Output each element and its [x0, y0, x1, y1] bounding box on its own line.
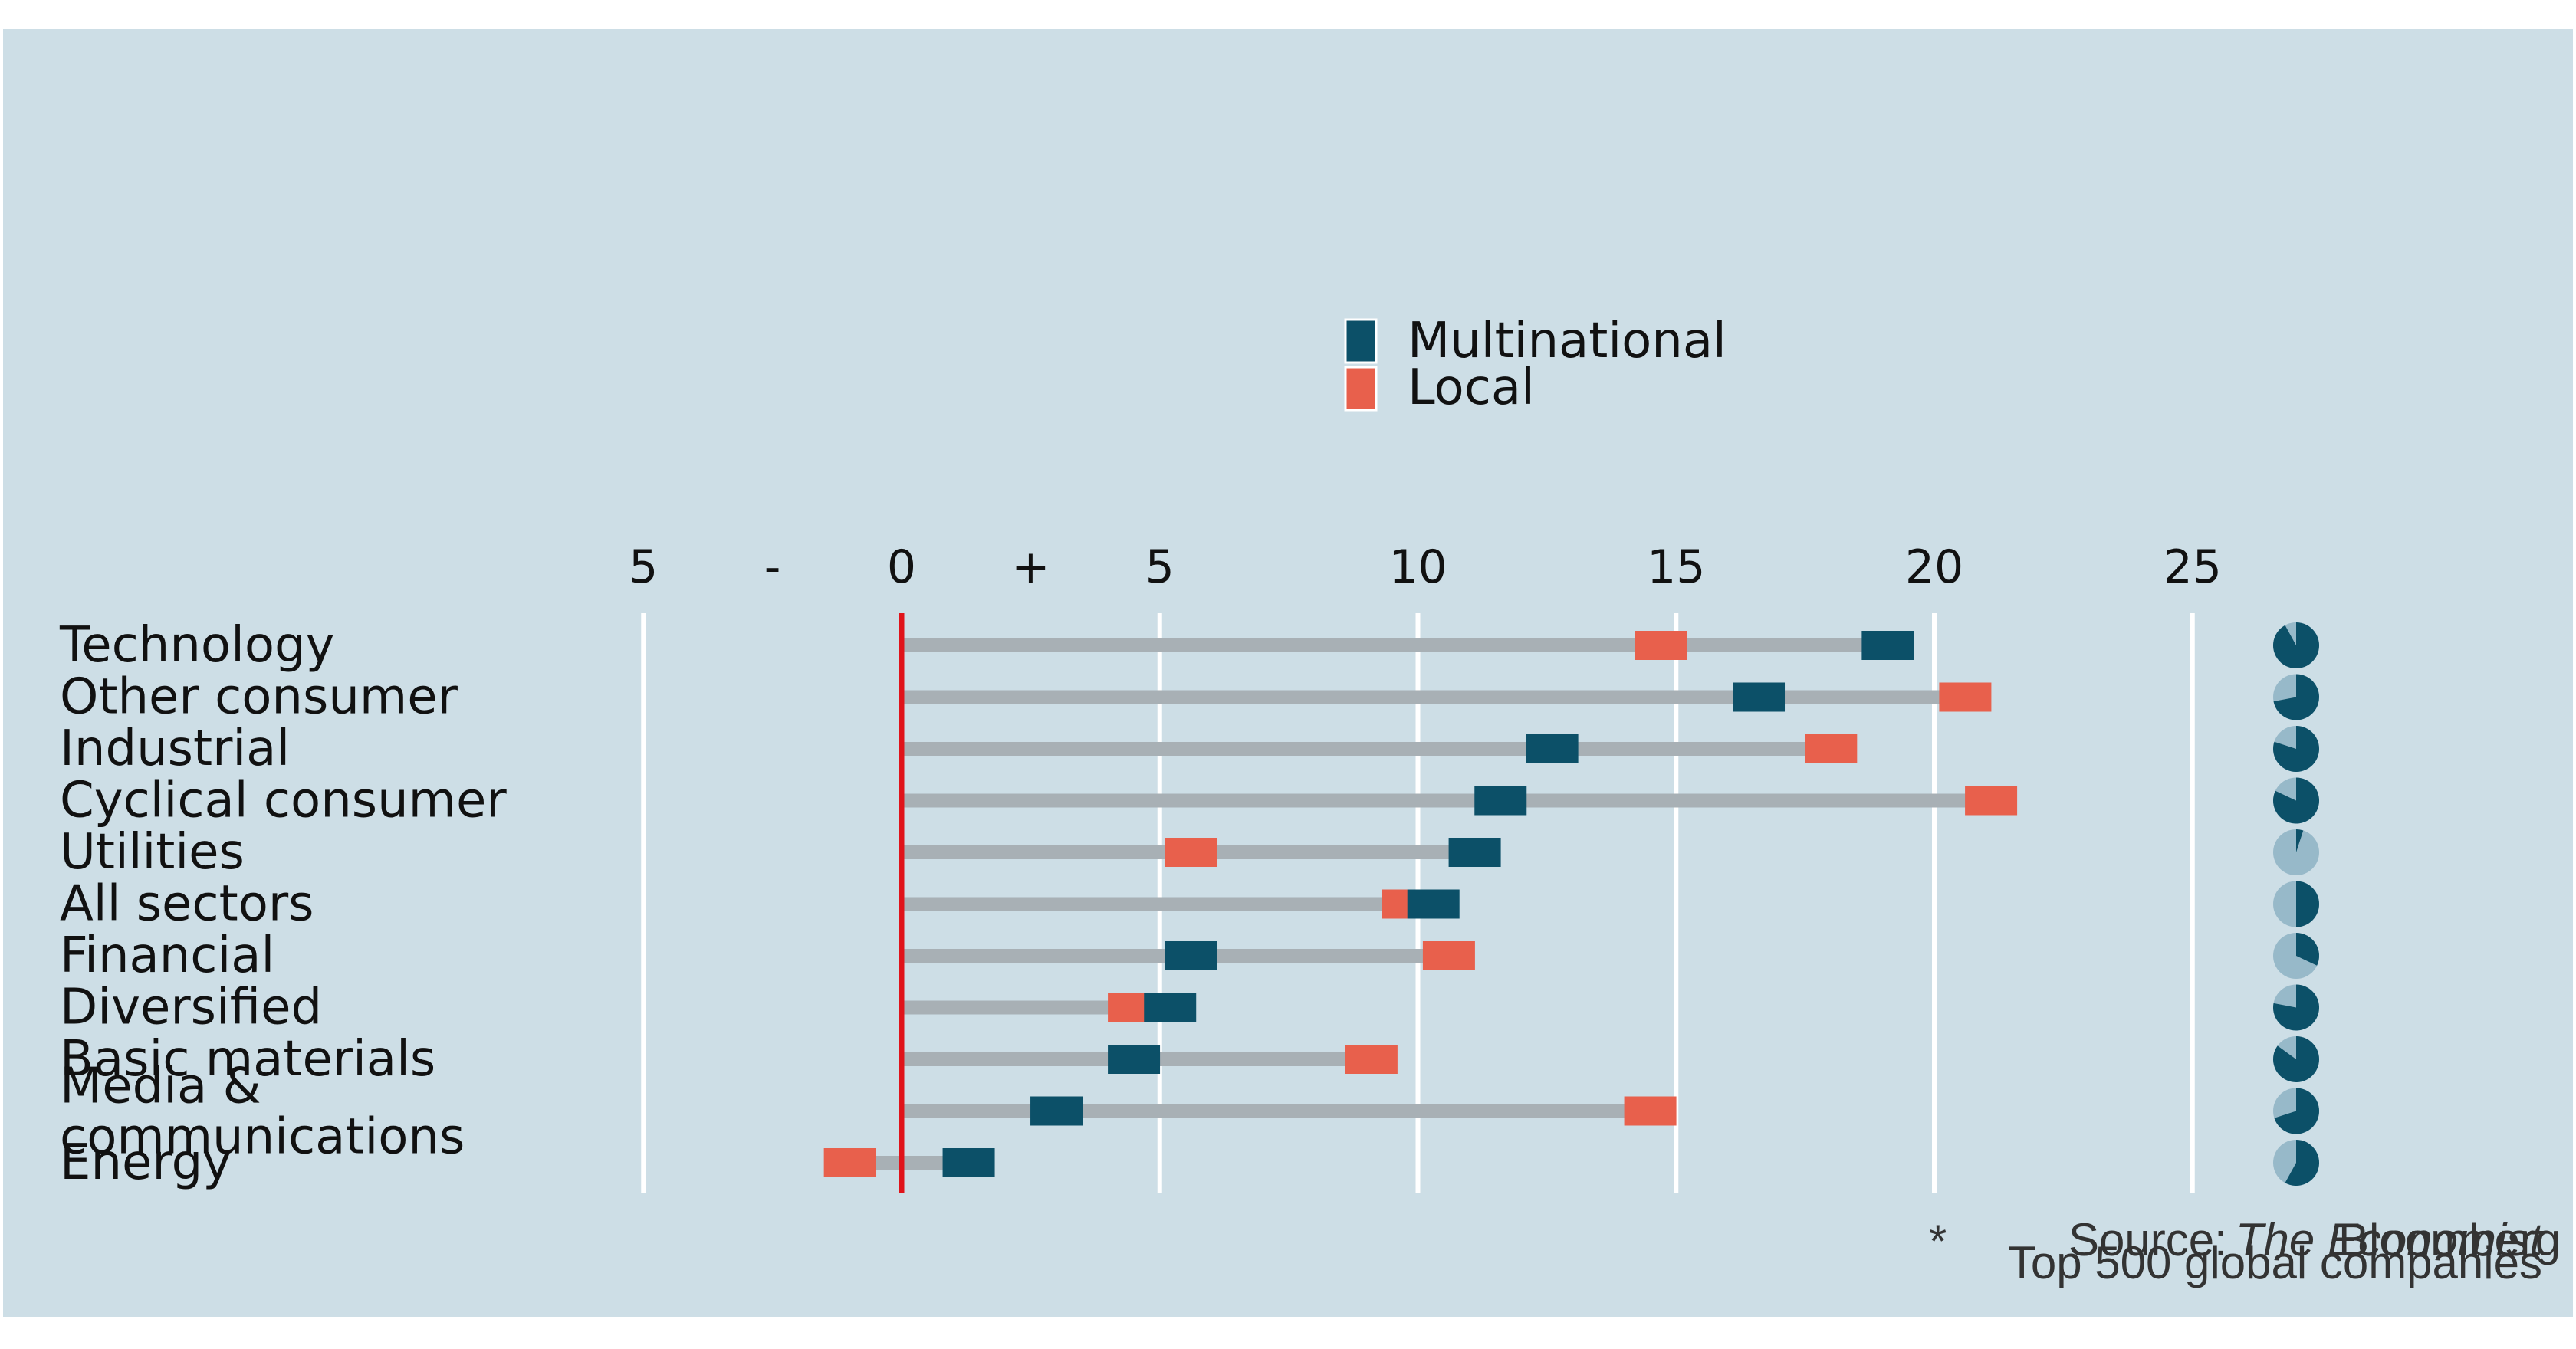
source-label: Source:: [2068, 1214, 2227, 1265]
footnote-mark: *: [1929, 1216, 1947, 1267]
x-tick-label: +: [1011, 540, 1050, 594]
multinational-marker: [1861, 631, 1914, 660]
row-utilities: Utilities: [60, 824, 1501, 881]
legend-label-local: Local: [1408, 359, 1535, 416]
row-financial: Financial: [60, 927, 1475, 984]
multinational-marker: [1108, 1045, 1161, 1074]
row-cyclical-consumer: Cyclical consumer: [60, 773, 2018, 829]
pie-slice: [2274, 1088, 2319, 1134]
category-label: Cyclical consumer: [60, 773, 507, 829]
pie-slice: [2296, 829, 2304, 852]
row-industrial: Industrial: [60, 720, 1858, 777]
footnote-text: Top 500 global companies: [2008, 1237, 2542, 1288]
x-tick-label: 0: [887, 540, 916, 594]
pie-cyclical-consumer: [2272, 777, 2319, 824]
pie-technology: [2273, 622, 2319, 668]
pie-all-sectors: [2273, 881, 2319, 927]
multinational-marker: [1165, 941, 1217, 970]
publisher: The Economist: [2236, 1214, 2544, 1265]
share-pies: [2272, 622, 2320, 1187]
range-bar: [902, 1000, 1171, 1015]
local-marker: [1965, 786, 2018, 816]
multinational-marker: [1733, 682, 1786, 712]
pie-utilities: [2273, 829, 2319, 875]
pie-slice: [2273, 1036, 2320, 1083]
x-tick-label: 10: [1388, 540, 1447, 594]
local-marker: [1939, 682, 1992, 712]
category-label: Diversified: [60, 980, 322, 1036]
local-marker: [1422, 941, 1475, 970]
x-axis-ticks: 5 - 0 +5 10 15 20 25: [629, 540, 2222, 594]
local-marker: [823, 1148, 876, 1177]
pie-slice: [2296, 881, 2319, 927]
pie-financial: [2273, 933, 2319, 979]
pie-diversified: [2273, 984, 2320, 1031]
category-label: All sectors: [60, 876, 314, 933]
pie-other-consumer: [2273, 674, 2319, 720]
local-marker: [1165, 838, 1217, 867]
footnotes: Source: Bloomberg The Economist * Top 50…: [1929, 1214, 2561, 1288]
range-bar: [902, 638, 1888, 652]
multinational-marker: [1448, 838, 1501, 867]
range-bar: [902, 793, 1992, 808]
x-tick-label: 5: [1145, 540, 1175, 594]
multinational-marker: [942, 1148, 995, 1177]
pie-slice: [2296, 933, 2319, 966]
multinational-marker: [1407, 889, 1460, 919]
row-technology: Technology: [59, 617, 1914, 674]
chart-background: [3, 29, 2573, 1317]
pie-basic-materials: [2273, 1036, 2320, 1083]
pie-slice: [2273, 674, 2319, 720]
pie-energy: [2273, 1140, 2319, 1187]
multinational-marker: [1030, 1096, 1083, 1126]
pie-slice: [2273, 726, 2319, 772]
legend-swatch-local: [1344, 366, 1378, 412]
range-bar: [902, 690, 1966, 704]
range-bar: [902, 897, 1434, 911]
category-label: Industrial: [60, 720, 290, 777]
row-diversified: Diversified: [60, 980, 1197, 1036]
x-tick-label: 15: [1647, 540, 1705, 594]
local-marker: [1345, 1045, 1398, 1074]
row-other-consumer: Other consumer: [60, 669, 1992, 726]
row-basic-materials: Basic materials: [60, 1031, 1398, 1088]
pie-slice: [2273, 984, 2320, 1031]
x-tick-label: 20: [1905, 540, 1963, 594]
row-media-and-communications: Media & communications: [60, 1059, 1677, 1166]
pie-industrial: [2273, 726, 2319, 772]
source-name: Bloomberg: [2338, 1214, 2561, 1265]
category-label: Financial: [60, 927, 274, 984]
row-energy: Energy: [60, 1134, 995, 1191]
x-tick-label: 25: [2164, 540, 2222, 594]
category-label: Energy: [60, 1134, 232, 1191]
range-bar: [902, 1104, 1651, 1118]
multinational-marker: [1474, 786, 1527, 816]
pie-slice: [2285, 1140, 2319, 1187]
category-label: Other consumer: [60, 669, 458, 726]
x-tick-label: -: [764, 540, 781, 594]
x-tick-label: 5: [629, 540, 658, 594]
legend: Multinational Local: [1344, 313, 1727, 416]
category-label: Media & communications: [60, 1059, 465, 1166]
range-bar: [902, 742, 1832, 756]
local-marker: [1635, 631, 1687, 660]
local-marker: [1805, 734, 1858, 763]
legend-swatch-multinational: [1344, 318, 1378, 364]
multinational-marker: [1526, 734, 1579, 763]
category-label: Technology: [59, 617, 335, 674]
local-marker: [1624, 1096, 1677, 1126]
category-label: Utilities: [60, 824, 245, 881]
multinational-marker: [1144, 993, 1197, 1022]
category-label: Basic materials: [60, 1031, 435, 1088]
legend-label-multinational: Multinational: [1408, 313, 1727, 369]
row-all-sectors: All sectors: [60, 876, 1460, 933]
pie-media-and-communications: [2273, 1088, 2319, 1134]
pie-slice: [2272, 777, 2319, 824]
pie-slice: [2273, 622, 2319, 668]
range-bar: [849, 1156, 969, 1170]
